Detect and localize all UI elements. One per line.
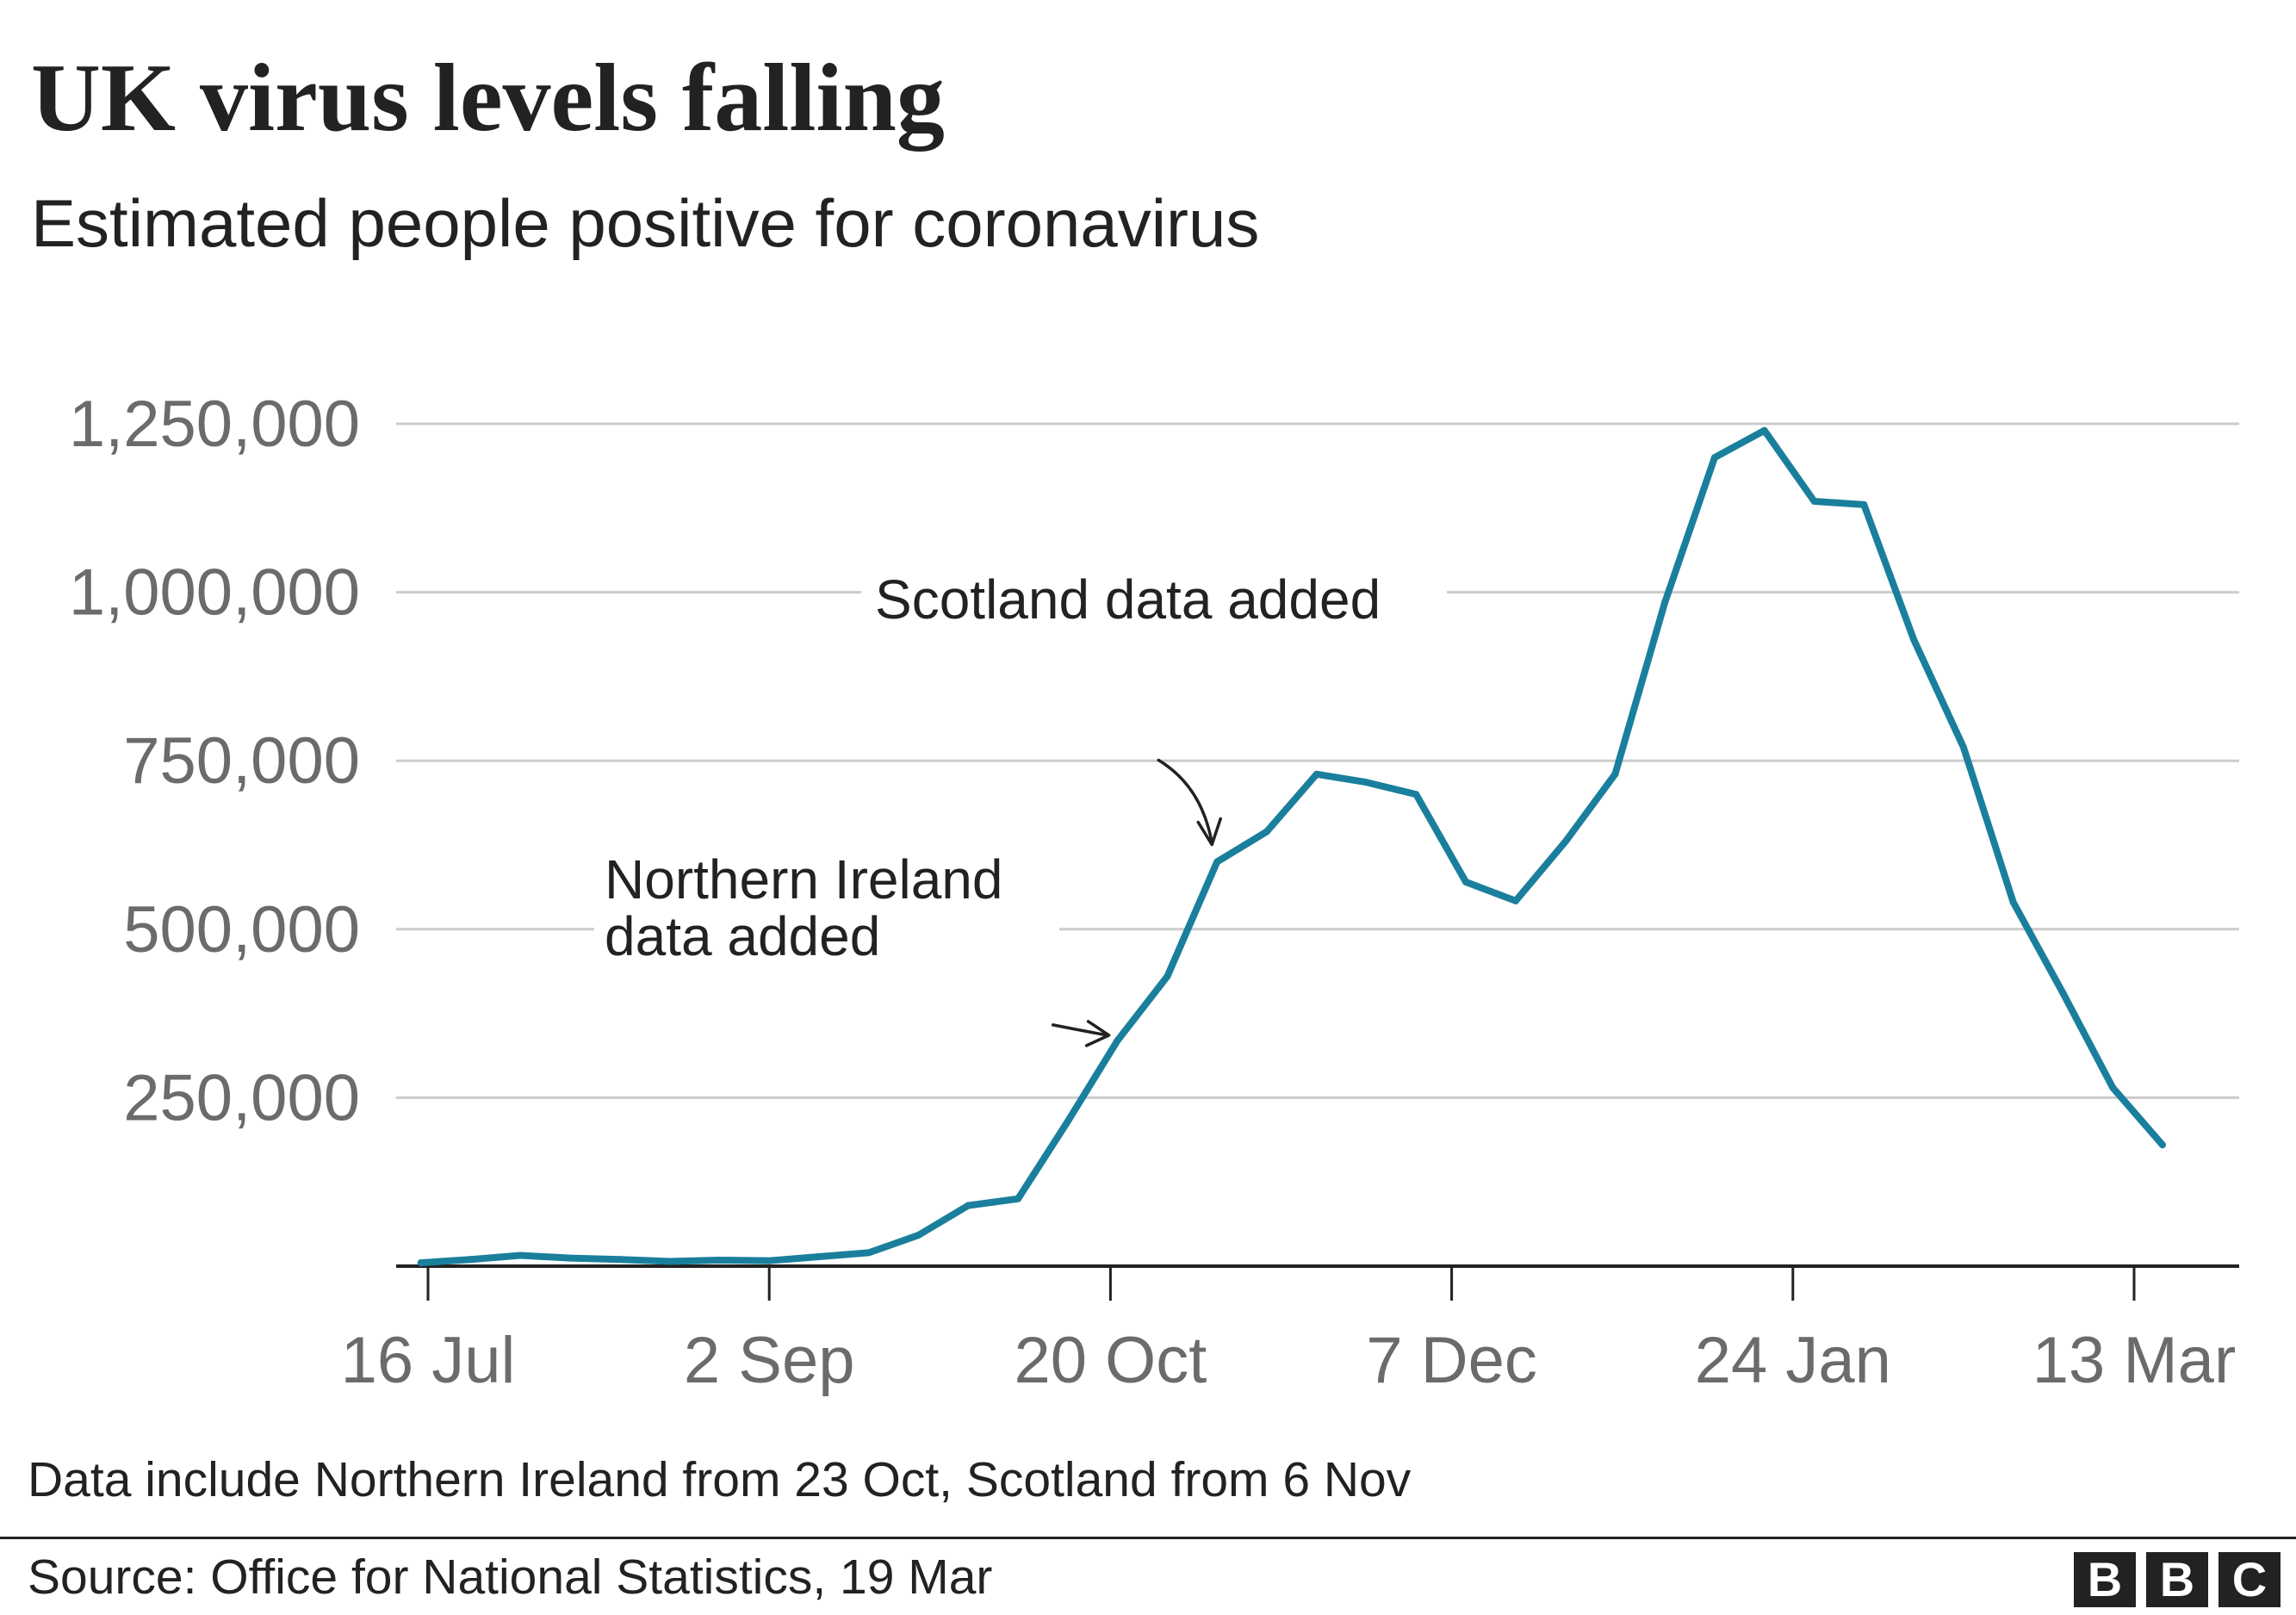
x-tick-label: 24 Jan [1695,1324,1891,1397]
data-point [815,1253,822,1261]
data-point [1611,770,1619,778]
annotation-northern-ireland: data added [605,905,880,967]
y-tick-label: 500,000 [123,893,360,966]
data-point [1760,426,1768,434]
annotation-scotland: Scotland data added [875,568,1381,630]
data-point [1511,897,1519,904]
data-point [467,1256,475,1264]
grid-lines [396,422,2239,1099]
y-tick-label: 250,000 [123,1061,360,1134]
x-tick-label: 7 Dec [1366,1324,1537,1397]
footer-divider [0,1537,2296,1539]
x-axis: 16 Jul 2 Sep 20 Oct 7 Dec 24 Jan 13 Mar [341,1264,2239,1397]
data-point [1661,599,1669,606]
data-point [1362,779,1370,786]
data-point [965,1202,972,1209]
data-note: Data include Northern Ireland from 23 Oc… [28,1452,1412,1507]
series-line [417,426,2166,1267]
annotations: Scotland data added Northern Irelanddata … [594,560,1447,1047]
x-tick-label: 2 Sep [684,1324,855,1397]
data-point [1114,1036,1121,1044]
data-point [1910,636,1918,643]
data-point [1412,791,1420,798]
data-point [567,1254,574,1262]
x-tick-label: 20 Oct [1014,1324,1207,1397]
data-point [766,1257,773,1264]
data-point [616,1256,624,1264]
data-point [1860,500,1868,508]
data-point [2109,1084,2117,1091]
annotation-arrow [1051,1023,1109,1037]
annotation-background [594,844,1059,969]
data-point [666,1258,673,1265]
chart-title: UK virus levels falling [31,45,945,152]
chart-subtitle: Estimated people positive for coronaviru… [31,185,1260,261]
data-point [1015,1195,1022,1202]
data-point [865,1249,872,1257]
source-text: Source: Office for National Statistics, … [28,1550,993,1605]
data-point [1959,743,1967,751]
annotation-arrowhead [1196,817,1222,847]
y-tick-label: 1,250,000 [69,388,360,461]
data-point [1263,828,1270,835]
x-tick-label: 16 Jul [341,1324,516,1397]
data-point [1312,770,1320,778]
data-point [1164,972,1171,980]
y-axis-tick-labels: 250,000 500,000 750,000 1,000,000 1,250,000 [69,388,360,1134]
data-point [915,1232,922,1239]
bbc-logo-block: B [2146,1552,2208,1607]
data-point [1064,1117,1071,1125]
annotation-background [861,560,1447,634]
y-tick-label: 750,000 [123,724,360,798]
data-point [1462,879,1470,886]
data-point [417,1259,425,1267]
data-point [716,1256,723,1264]
bbc-logo-block: B [2074,1552,2136,1607]
annotation-arrowhead [1084,1020,1111,1047]
x-tick-label: 13 Mar [2032,1324,2237,1397]
data-point [1561,838,1569,846]
data-point [2159,1141,2167,1149]
data-point [517,1252,524,1259]
annotation-arrow [1157,758,1213,845]
y-tick-label: 1,000,000 [69,556,360,630]
series-lines [417,426,2167,1267]
data-point [1810,497,1818,505]
bbc-logo: B B C [2074,1552,2280,1607]
data-point [1711,454,1719,462]
data-point [2059,990,2067,997]
bbc-logo-block: C [2218,1552,2280,1607]
data-point [2009,898,2017,906]
annotation-northern-ireland: Northern Ireland [605,848,1002,910]
data-point [1213,858,1221,866]
